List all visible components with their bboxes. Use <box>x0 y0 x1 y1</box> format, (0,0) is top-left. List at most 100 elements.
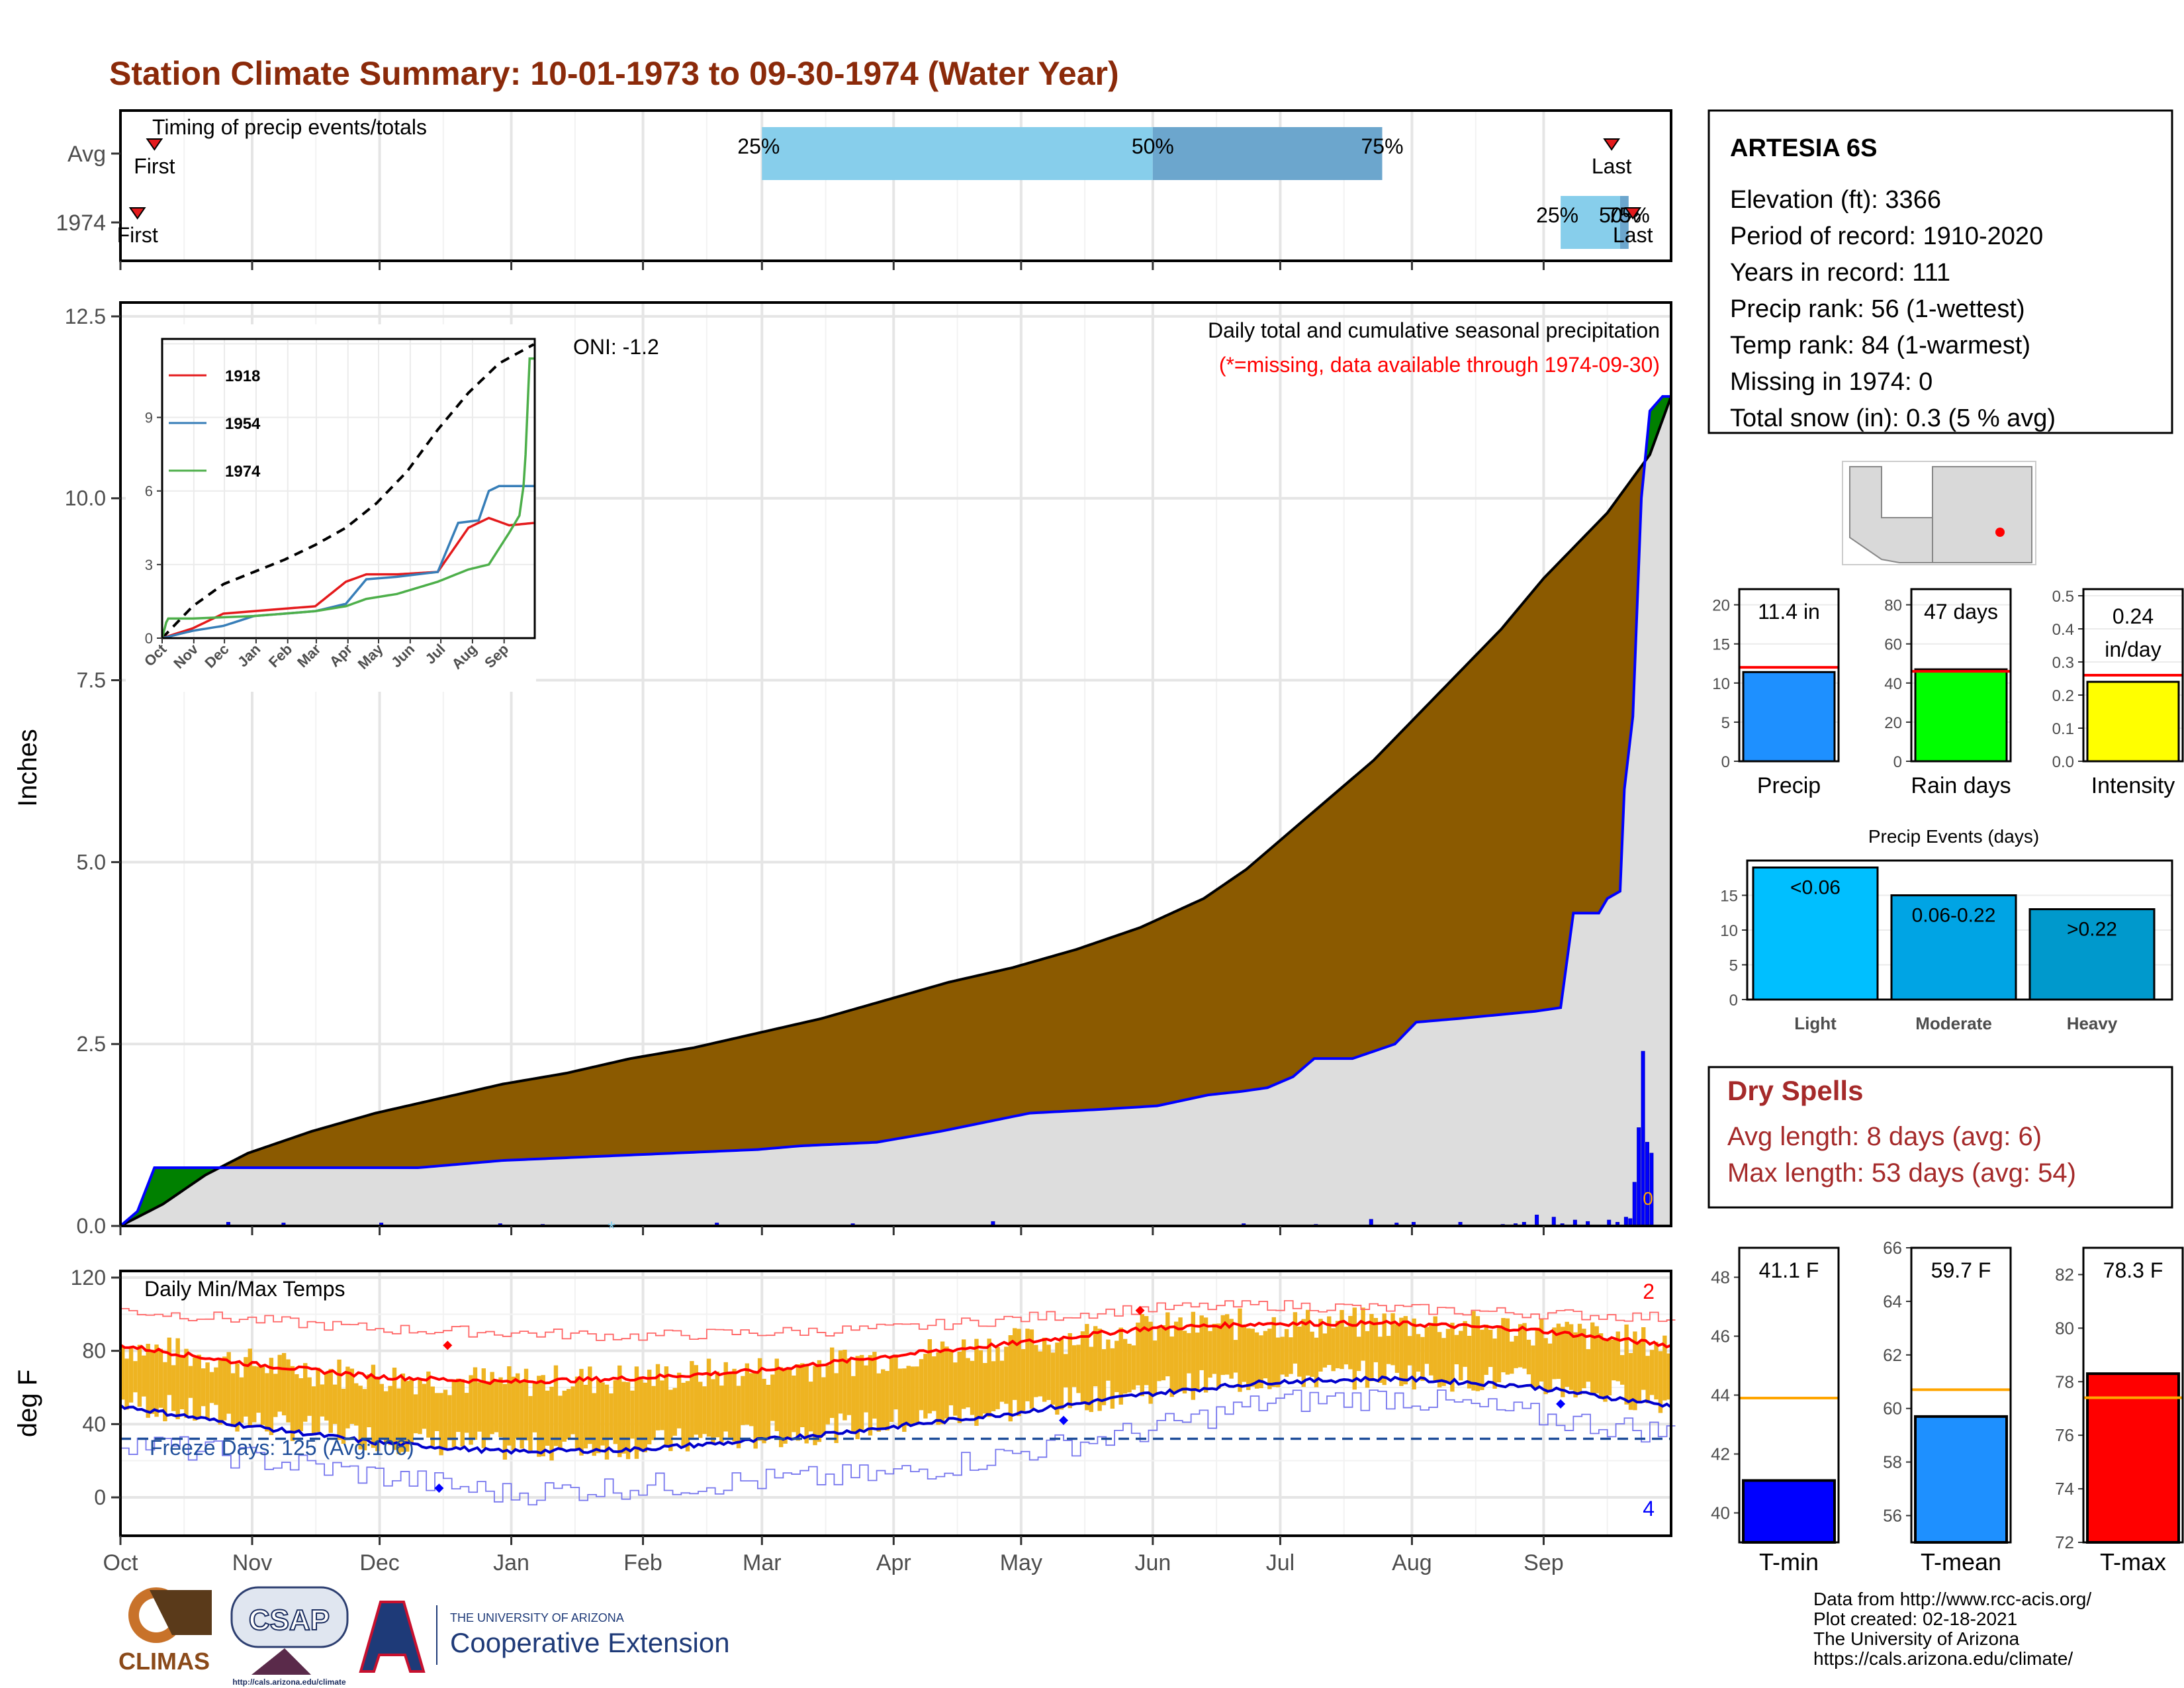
temp-ytick-label: 40 <box>82 1412 106 1436</box>
temp-daily-range-bar <box>311 1386 316 1434</box>
timing-year-last-label: Last <box>1613 223 1653 247</box>
precip-daily-bar <box>1645 1142 1649 1227</box>
precip-panel: 0.0 2.5 5.0 7.5 10.0 12.5 Inches ONI: -1.2 Da… <box>13 301 1672 1240</box>
credits: Data from http://www.rcc-acis.org/ Plot … <box>1813 1589 2091 1669</box>
temp-daily-range-bar <box>1531 1345 1535 1387</box>
temp-daily-range-bar <box>295 1374 299 1432</box>
temp-daily-range-bar <box>494 1380 499 1432</box>
precip-ylabel: Inches <box>13 729 42 807</box>
temp-daily-range-bar <box>1165 1312 1170 1377</box>
temp-daily-range-bar <box>273 1374 278 1417</box>
precip-ytick-label: 10.0 <box>65 487 106 510</box>
temp-daily-range-bar <box>800 1363 805 1428</box>
temp-daily-range-bar <box>541 1375 545 1457</box>
temp-daily-range-bar <box>558 1395 563 1450</box>
temp-daily-range-bar <box>375 1376 380 1452</box>
ua-logo: THE UNIVERSITY OF ARIZONA Cooperative Ex… <box>359 1601 730 1673</box>
temp-daily-range-bar <box>1097 1329 1102 1411</box>
month-label-mar: Mar <box>743 1550 782 1575</box>
summary-value-label: 47 days <box>1924 600 1998 624</box>
temp-daily-range-bar <box>1399 1317 1404 1386</box>
temp-daily-range-bar <box>889 1356 894 1423</box>
temp-daily-range-bar <box>1327 1316 1332 1366</box>
temp-daily-range-bar <box>1122 1338 1128 1394</box>
temp-summary-tick-label: 56 <box>1883 1506 1902 1526</box>
events-category-label: Light <box>1794 1013 1837 1033</box>
temp-daily-range-bar <box>817 1360 822 1442</box>
temp-daily-range-bar <box>1539 1319 1544 1382</box>
temp-daily-range-bar <box>910 1366 915 1426</box>
temp-daily-range-bar <box>443 1389 448 1449</box>
precip-panel-title: Daily total and cumulative seasonal prec… <box>1208 318 1660 342</box>
temp-daily-range-bar <box>957 1352 962 1423</box>
temp-daily-range-bar <box>1242 1325 1247 1382</box>
temp-ylabel: deg F <box>13 1370 42 1437</box>
temp-daily-range-bar <box>349 1368 355 1425</box>
temp-daily-range-bar <box>1034 1344 1038 1397</box>
temp-daily-range-bar <box>1658 1351 1663 1413</box>
temp-daily-range-bar <box>205 1362 210 1419</box>
temp-summary-tick-label: 48 <box>1711 1268 1730 1288</box>
temp-daily-range-bar <box>439 1393 443 1456</box>
temp-daily-range-bar <box>1042 1337 1047 1402</box>
record-low-line <box>120 1389 1676 1506</box>
snow-marker: 0 <box>1643 1188 1653 1209</box>
temp-daily-range-bar <box>418 1380 422 1434</box>
temp-daily-range-bar <box>1071 1345 1077 1387</box>
temp-summary-value-label: 59.7 F <box>1931 1258 1991 1282</box>
summary-bar-precip <box>1742 671 1836 763</box>
temp-daily-range-bar <box>1059 1337 1064 1410</box>
temp-daily-range-bar <box>1050 1352 1056 1405</box>
summary-tick-label: 0.1 <box>2052 720 2074 738</box>
temp-daily-range-bar <box>1607 1338 1612 1395</box>
temp-daily-range-bar <box>1437 1332 1442 1387</box>
events-bar-label: >0.22 <box>2067 919 2117 941</box>
temp-daily-range-bar <box>392 1368 397 1450</box>
temp-daily-range-bar <box>498 1377 503 1438</box>
events-frame <box>1746 859 2173 1001</box>
temp-daily-range-bar <box>1403 1316 1408 1385</box>
temp-daily-range-bar <box>1029 1329 1034 1409</box>
temp-daily-range-bar <box>1492 1338 1497 1389</box>
temp-daily-range-bar <box>1314 1337 1319 1387</box>
credit-created: Plot created: 02-18-2021 <box>1813 1609 2017 1629</box>
temp-daily-range-bar <box>422 1383 427 1429</box>
temp-daily-range-bar <box>787 1368 792 1439</box>
summary-tick-label: 60 <box>1884 636 1902 654</box>
temp-daily-range-bar <box>753 1373 758 1449</box>
temp-summary-bar-t-mean <box>1914 1415 2008 1544</box>
station-period: Period of record: 1910-2020 <box>1730 222 2043 250</box>
month-label-feb: Feb <box>623 1550 662 1575</box>
temp-daily-range-bar <box>1467 1335 1472 1389</box>
temp-daily-range-bar <box>1586 1349 1591 1382</box>
dry-spells-title: Dry Spells <box>1727 1075 1863 1106</box>
temp-daily-range-bar <box>685 1381 690 1452</box>
station-temp-rank: Temp rank: 84 (1-warmest) <box>1730 332 2030 359</box>
temp-daily-range-bar <box>358 1385 363 1450</box>
temp-daily-range-bar <box>562 1390 567 1442</box>
timing-year-label-25: 25% <box>1536 203 1578 227</box>
temp-summary-tick-label: 72 <box>2055 1532 2074 1552</box>
temp-daily-range-bar <box>1025 1329 1030 1401</box>
temp-summary-frame <box>1738 1246 1840 1544</box>
timing-year-bar-25-50 <box>1561 196 1620 249</box>
temp-daily-range-bar <box>672 1387 677 1436</box>
temp-daily-range-bar <box>447 1395 452 1440</box>
page-title: Station Climate Summary: 10-01-1973 to 0… <box>109 55 1119 92</box>
temp-daily-range-bar <box>120 1345 125 1400</box>
summary-value-unit: in/day <box>2105 637 2161 661</box>
temp-daily-range-bar <box>855 1356 860 1440</box>
temp-daily-range-bar <box>124 1358 129 1410</box>
temp-daily-range-bar <box>897 1368 903 1427</box>
temp-daily-range-bar <box>1008 1335 1013 1422</box>
temp-daily-range-bar <box>1471 1311 1476 1391</box>
month-label-aug: Aug <box>1392 1550 1432 1575</box>
events-tick-label: 0 <box>1729 992 1738 1009</box>
temp-daily-range-bar <box>230 1373 236 1427</box>
temp-daily-range-bar <box>1199 1315 1204 1370</box>
summary-tick-label: 0.0 <box>2052 753 2074 771</box>
temp-summary-value-label: 78.3 F <box>2103 1258 2163 1282</box>
month-label-jan: Jan <box>493 1550 529 1575</box>
summary-tick-label: 0.3 <box>2052 654 2074 672</box>
